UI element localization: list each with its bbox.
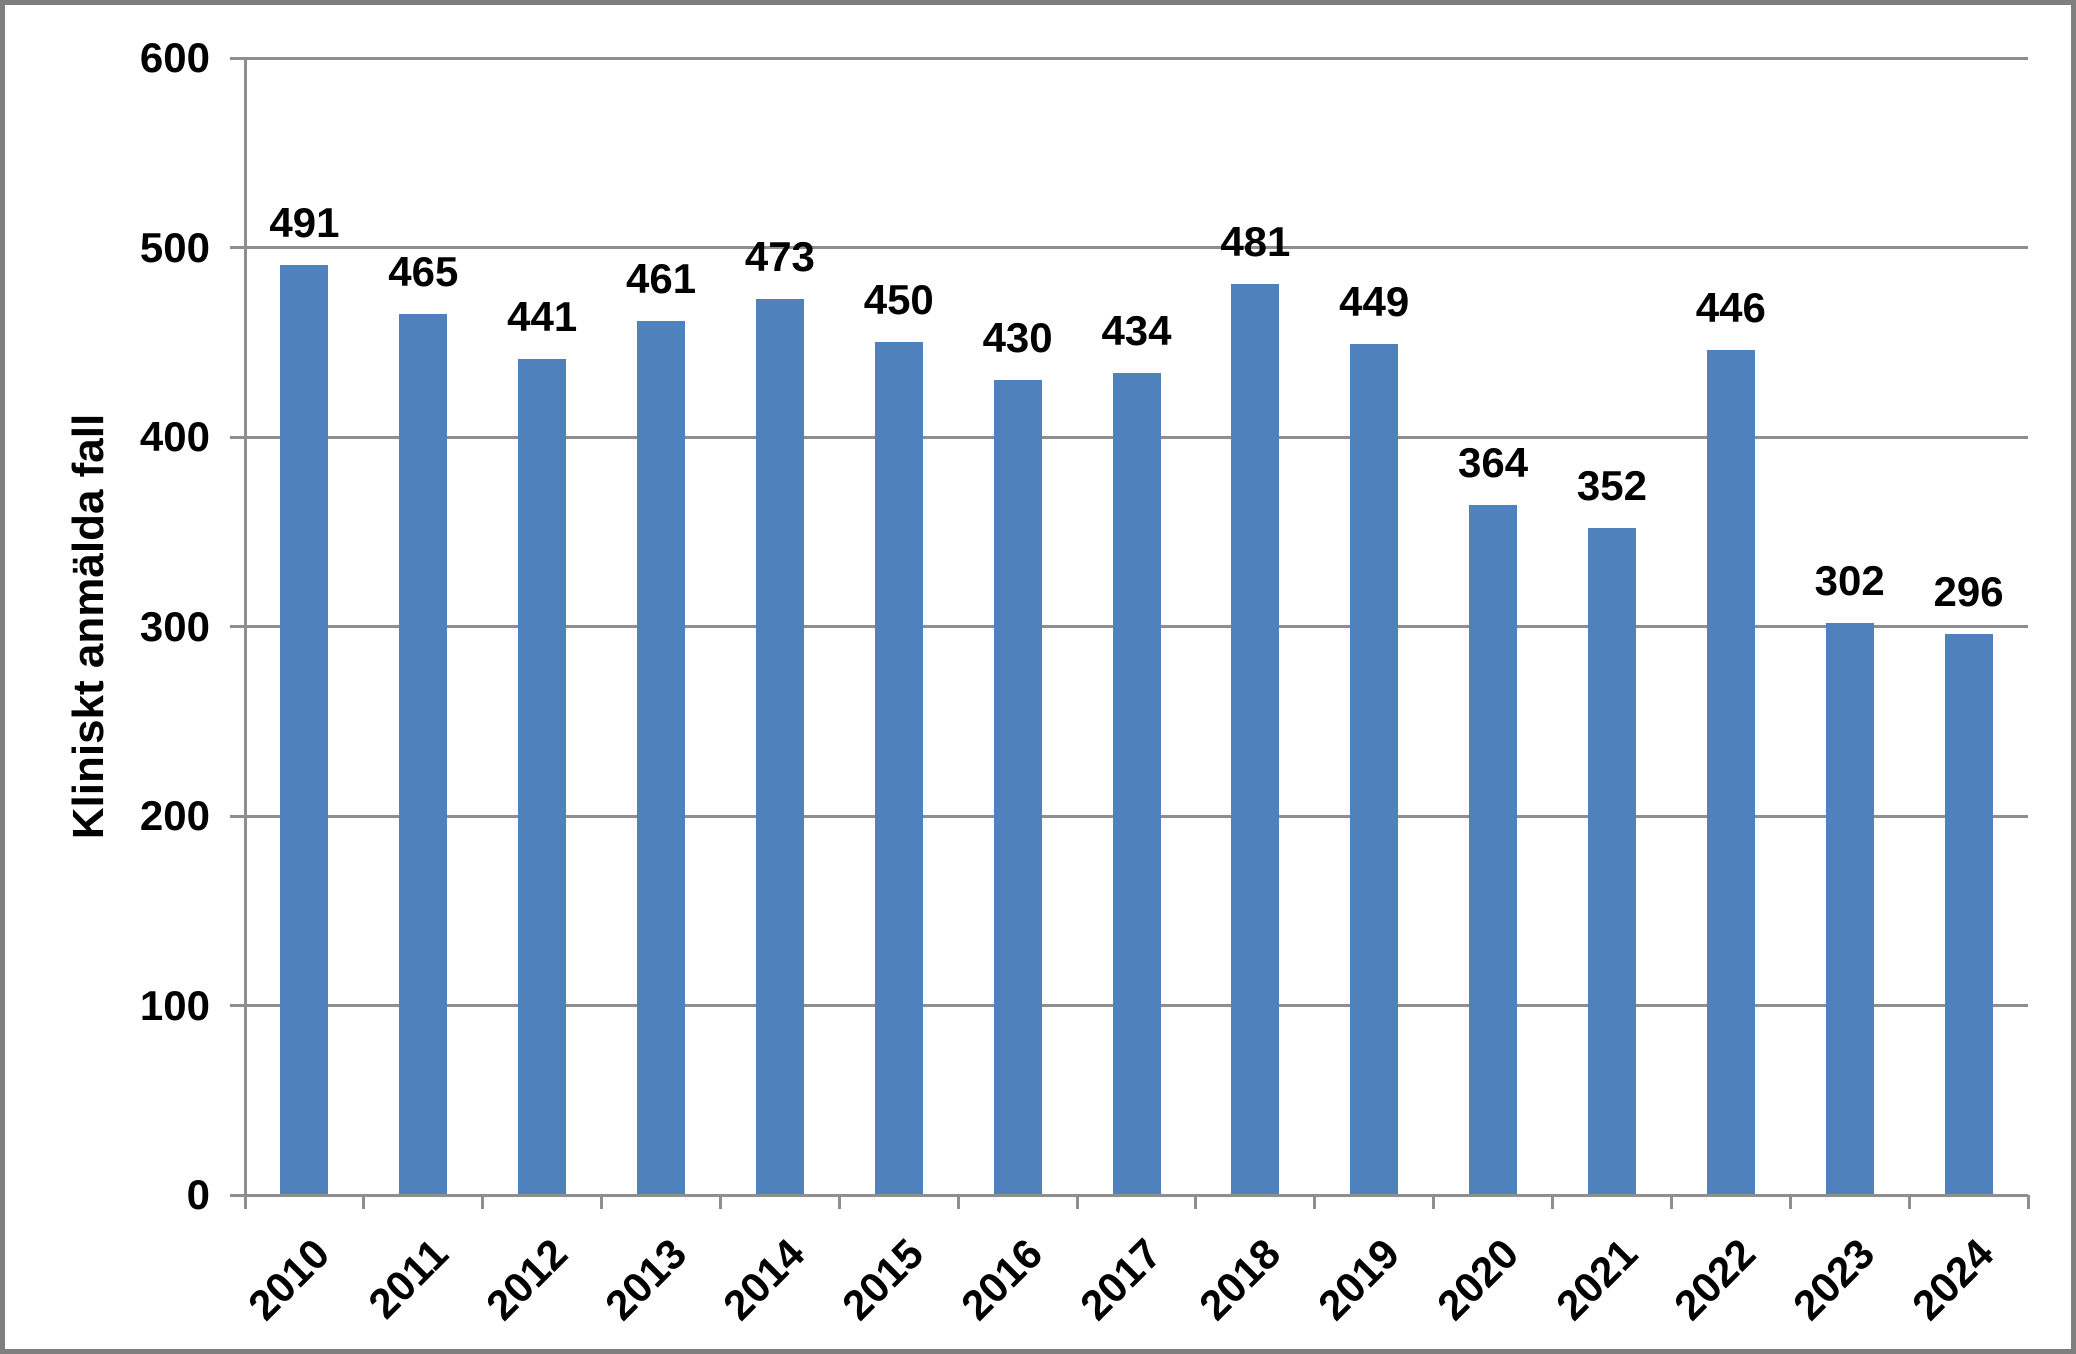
x-axis-tick xyxy=(1669,1195,1673,1209)
y-axis-line xyxy=(243,58,247,1195)
x-axis-tick-label: 2012 xyxy=(476,1229,576,1329)
x-axis-tick xyxy=(837,1195,841,1209)
y-axis-tick-label: 0 xyxy=(186,1171,210,1218)
x-axis-tick-label: 2015 xyxy=(833,1229,933,1329)
bar xyxy=(874,342,923,1195)
y-axis-tick-label: 300 xyxy=(139,602,210,650)
bar xyxy=(1706,349,1755,1195)
x-axis-line xyxy=(245,1193,2028,1197)
x-axis-tick xyxy=(1194,1195,1198,1209)
x-axis-tick xyxy=(600,1195,604,1209)
plot-area: 491 465 441 461 473 450 430 434 481 449 364 352 446 3… xyxy=(5,5,2071,1349)
y-axis-tick xyxy=(230,246,245,249)
x-axis-tick-label: 2013 xyxy=(595,1229,695,1329)
x-axis-tick xyxy=(1788,1195,1792,1209)
y-axis-tick xyxy=(230,435,245,439)
y-axis-tick-label: 600 xyxy=(139,34,210,81)
x-axis-tick-label: 2019 xyxy=(1308,1229,1409,1329)
bar xyxy=(1469,505,1518,1195)
x-axis-tick-label: 2018 xyxy=(1189,1229,1290,1329)
y-axis-tick-label: 400 xyxy=(139,413,210,460)
y-axis-tick-label: 500 xyxy=(139,223,210,271)
x-axis-tick xyxy=(362,1195,366,1209)
y-axis-tick xyxy=(230,1004,245,1007)
bar-value-label: 449 xyxy=(1339,278,1410,326)
bar-value-label: 296 xyxy=(1933,568,2004,616)
bar-value-label: 481 xyxy=(1220,217,1291,265)
bar-value-label: 450 xyxy=(863,276,934,324)
x-axis-tick xyxy=(481,1195,485,1209)
x-axis-tick xyxy=(718,1195,722,1209)
bar xyxy=(1112,372,1161,1195)
x-axis-tick-label: 2011 xyxy=(359,1229,458,1328)
bar-value-label: 441 xyxy=(507,293,578,341)
y-axis-tick xyxy=(230,625,245,628)
x-axis-tick xyxy=(956,1195,960,1209)
bar xyxy=(1587,527,1636,1195)
bar xyxy=(755,298,804,1195)
gridline xyxy=(245,246,2028,249)
y-axis-tick xyxy=(230,56,245,60)
bar xyxy=(637,321,686,1195)
x-axis-tick xyxy=(243,1195,247,1209)
x-axis-tick-label: 2021 xyxy=(1546,1229,1646,1329)
bar-value-label: 430 xyxy=(982,314,1053,362)
x-axis-tick xyxy=(1907,1195,1911,1209)
x-axis-tick-label: 2014 xyxy=(714,1229,814,1329)
x-axis-tick-label: 2023 xyxy=(1784,1229,1884,1329)
bar-value-label: 446 xyxy=(1695,283,1766,331)
x-axis-tick-label: 2024 xyxy=(1903,1229,2003,1329)
x-axis-tick xyxy=(1551,1195,1555,1209)
bar-value-label: 352 xyxy=(1576,461,1647,509)
bar xyxy=(1944,634,1993,1195)
x-axis-tick-label: 2020 xyxy=(1427,1229,1527,1329)
bar xyxy=(1350,344,1399,1195)
bar xyxy=(280,264,329,1195)
x-axis-tick xyxy=(1313,1195,1317,1209)
x-axis-tick-label: 2016 xyxy=(952,1229,1052,1329)
bar xyxy=(993,380,1042,1195)
bar xyxy=(518,359,567,1195)
x-axis-tick xyxy=(2026,1195,2030,1209)
bar xyxy=(399,313,448,1195)
y-axis-tick xyxy=(230,814,245,818)
bar-value-label: 473 xyxy=(744,232,815,280)
y-axis-tick-label: 100 xyxy=(139,981,210,1029)
x-axis-tick-label: 2022 xyxy=(1665,1229,1765,1329)
bar-value-label: 461 xyxy=(625,255,697,303)
y-axis-tick-label: 200 xyxy=(139,792,210,839)
bar-value-label: 364 xyxy=(1458,439,1529,487)
bar-value-label: 491 xyxy=(269,198,340,246)
bar xyxy=(1231,283,1280,1195)
y-axis-tick xyxy=(230,1193,245,1197)
bar-value-label: 434 xyxy=(1101,306,1172,354)
bar-value-label: 465 xyxy=(388,247,459,295)
gridline xyxy=(245,56,2028,60)
bar xyxy=(1825,622,1874,1195)
x-axis-tick-label: 2017 xyxy=(1071,1229,1171,1329)
x-axis-tick xyxy=(1432,1195,1436,1209)
x-axis-tick xyxy=(1075,1195,1079,1209)
bar-value-label: 302 xyxy=(1814,556,1885,604)
x-axis-tick-label: 2010 xyxy=(238,1229,339,1329)
